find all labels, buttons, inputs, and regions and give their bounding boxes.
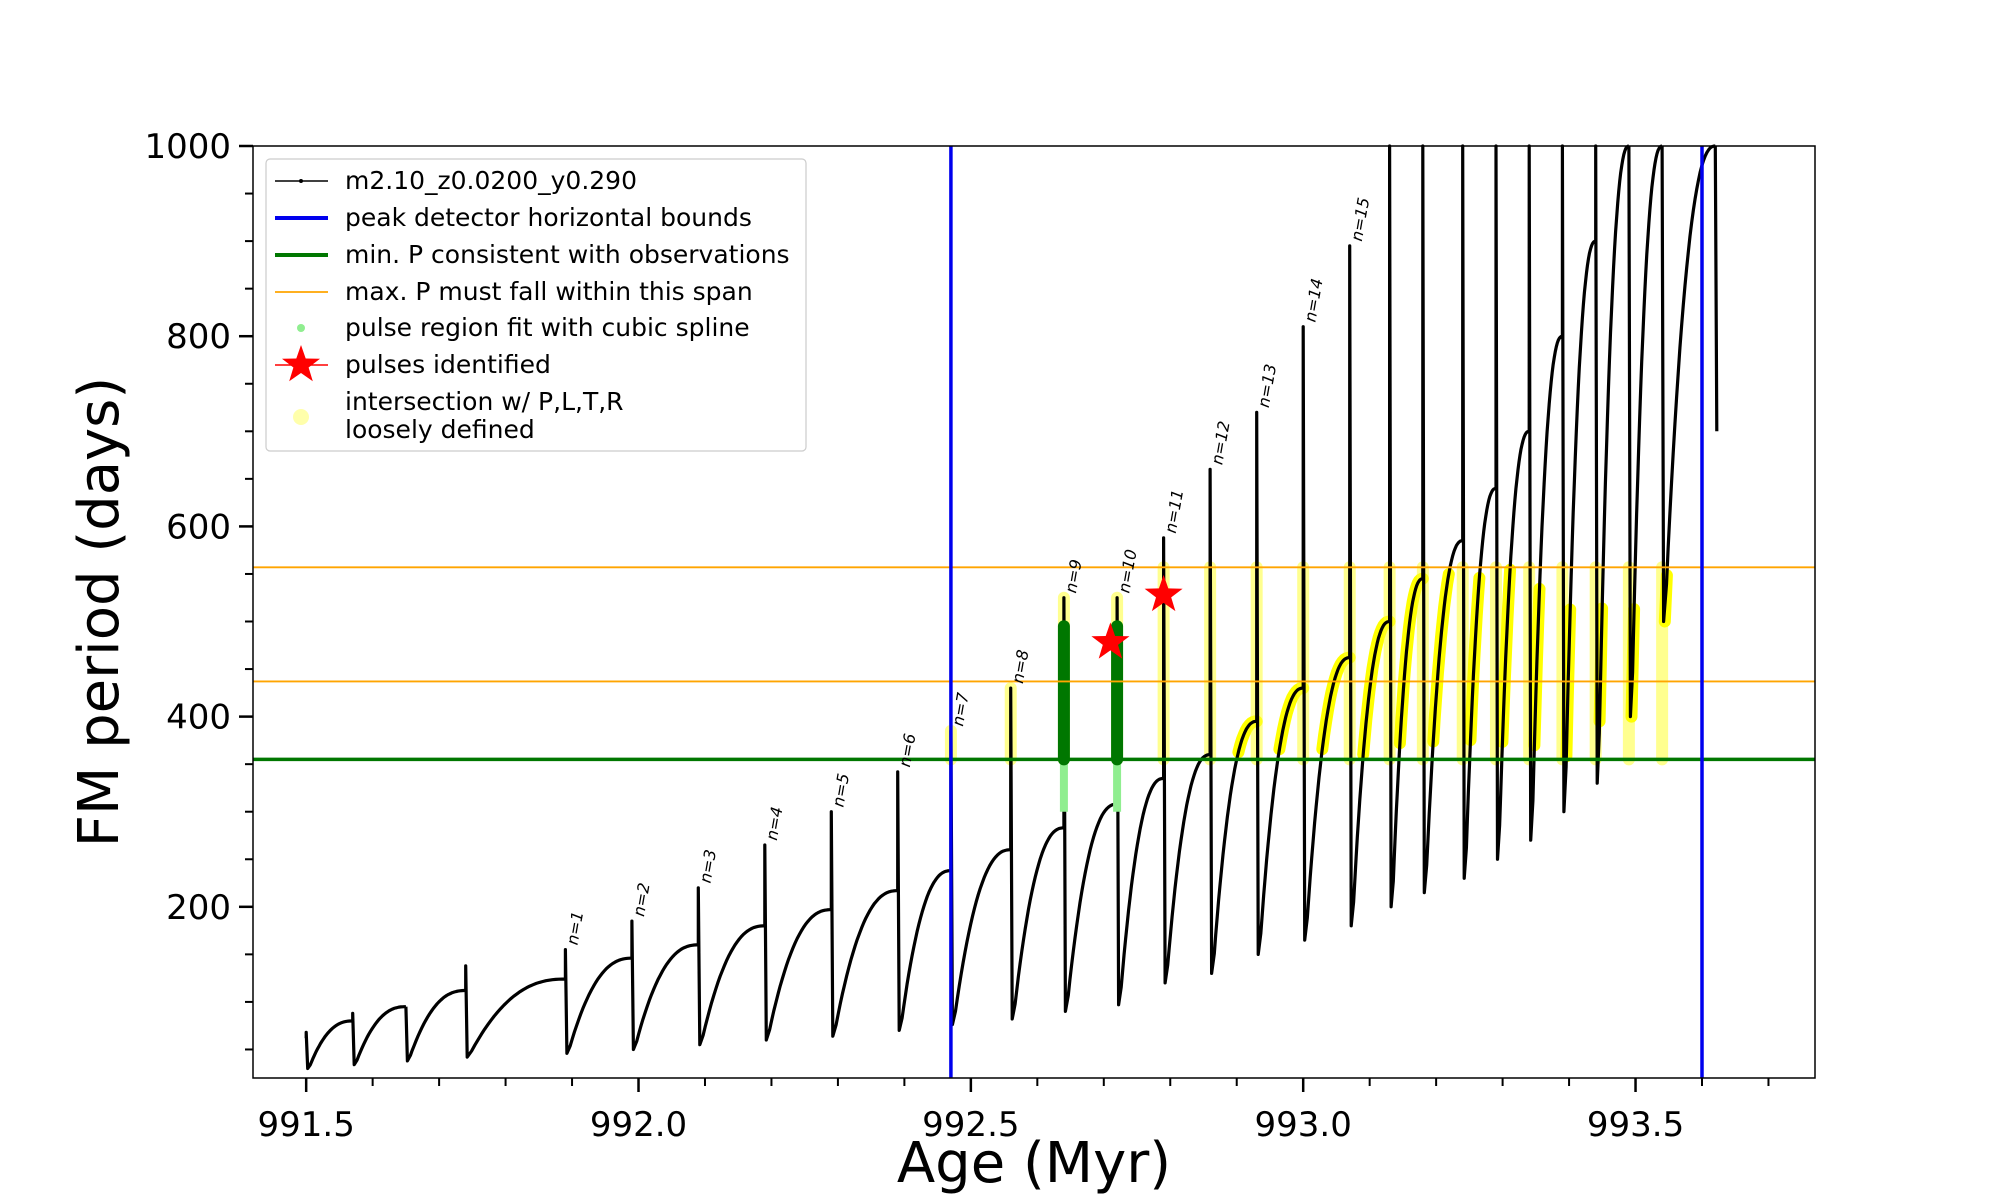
legend-label-min-p: min. P consistent with observations	[345, 240, 790, 269]
plot-frame	[252, 145, 1816, 1079]
legend: m2.10_z0.0200_y0.290 peak detector horiz…	[265, 158, 807, 452]
y-tick-label: 600	[166, 507, 231, 547]
model-track-line	[304, 144, 1719, 1071]
data-layer	[304, 144, 1719, 1071]
legend-label-spline: pulse region fit with cubic spline	[345, 313, 750, 342]
axes-layer: 991.5 992.0 992.5 993.0 993.5 200 400 600 800 100…	[144, 127, 1770, 1145]
x-tick-label: 991.5	[258, 1105, 355, 1145]
legend-label-model: m2.10_z0.0200_y0.290	[345, 166, 637, 195]
legend-label-intersection-line1: intersection w/ P,L,T,R	[345, 387, 624, 416]
x-tick-label: 992.5	[922, 1105, 1019, 1145]
y-tick-label: 1000	[144, 127, 231, 167]
legend-label-pulses-identified: pulses identified	[345, 350, 551, 379]
legend-marker-model-dot	[299, 179, 303, 183]
pulse-identified-star	[1091, 622, 1130, 659]
x-axis-label: Age (Myr)	[897, 1131, 1171, 1196]
legend-marker-spline	[297, 324, 305, 332]
x-tick-label: 992.0	[590, 1105, 687, 1145]
legend-label-peak-bounds: peak detector horizontal bounds	[345, 203, 752, 232]
pulses-identified-layer	[1091, 574, 1183, 659]
pulse-identified-star	[1144, 574, 1183, 612]
legend-label-intersection-line2: loosely defined	[345, 415, 535, 444]
legend-box	[265, 158, 807, 452]
y-axis-label: FM period (days)	[67, 377, 132, 847]
y-tick-label: 800	[166, 317, 231, 357]
legend-label-max-p: max. P must fall within this span	[345, 277, 753, 306]
y-tick-label: 200	[166, 888, 231, 928]
x-tick-label: 993.5	[1587, 1105, 1684, 1145]
x-tick-label: 993.0	[1255, 1105, 1352, 1145]
reference-lines-layer	[253, 146, 1815, 1078]
legend-label-intersection: intersection w/ P,L,T,R loosely defined	[345, 387, 632, 444]
y-tick-label: 400	[166, 698, 231, 738]
legend-marker-pulses-identified	[282, 345, 320, 382]
legend-marker-intersection	[293, 409, 309, 425]
